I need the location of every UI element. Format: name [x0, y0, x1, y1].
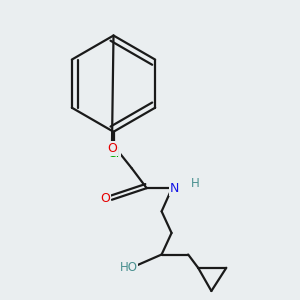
- Text: H: H: [190, 177, 199, 190]
- Text: Cl: Cl: [107, 147, 120, 160]
- Text: O: O: [107, 142, 117, 155]
- Text: HO: HO: [119, 261, 137, 274]
- Text: O: O: [100, 192, 110, 205]
- Text: N: N: [169, 182, 179, 195]
